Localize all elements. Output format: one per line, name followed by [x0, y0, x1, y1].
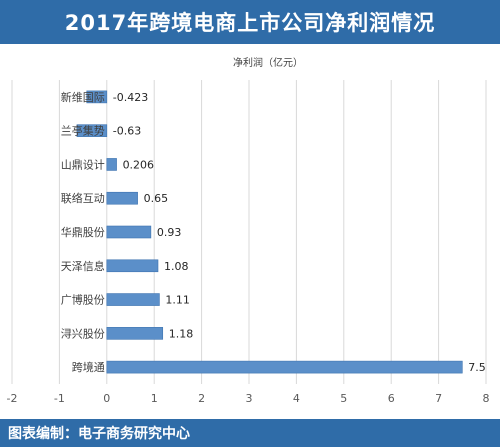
x-tick-label-8: 6: [388, 392, 395, 405]
x-tick-label-4: 2: [198, 392, 205, 405]
value-label-8: 7.5: [468, 361, 486, 374]
x-tick-label-2: 0: [103, 392, 110, 405]
category-label-7: 浔兴股份: [61, 327, 105, 340]
x-tick-label-1: -1: [54, 392, 65, 405]
value-label-0: -0.423: [113, 91, 148, 104]
category-label-8: 跨境通: [72, 360, 105, 374]
category-label-1: 兰亭集势: [61, 124, 105, 138]
bar-2: [106, 158, 117, 171]
value-label-3: 0.65: [144, 192, 169, 205]
category-label-6: 广博股份: [61, 294, 105, 307]
x-tick-label-6: 4: [293, 392, 300, 405]
page-title: 2017年跨境电商上市公司净利润情况: [64, 11, 436, 35]
source-credit: 图表编制：电子商务研究中心: [8, 426, 190, 442]
value-label-6: 1.11: [165, 294, 190, 307]
category-label-4: 华鼎股份: [61, 225, 105, 239]
value-label-4: 0.93: [157, 226, 182, 239]
x-tick-label-10: 8: [483, 392, 490, 405]
x-tick-label-9: 7: [435, 392, 442, 405]
bar-4: [106, 225, 152, 239]
category-label-3: 联络互动: [61, 191, 105, 205]
title-banner: 2017年跨境电商上市公司净利润情况: [0, 0, 500, 44]
x-tick-label-3: 1: [151, 392, 158, 405]
value-label-1: -0.63: [113, 125, 141, 138]
bar-8: [106, 360, 463, 374]
value-label-2: 0.206: [123, 158, 154, 171]
bar-1: [76, 124, 108, 137]
value-label-5: 1.08: [164, 260, 189, 273]
category-label-0: 新维国际: [61, 90, 105, 104]
x-tick-label-7: 5: [340, 392, 347, 405]
value-label-7: 1.18: [169, 327, 194, 340]
bar-6: [106, 293, 160, 306]
chart-subtitle: 净利润（亿元）: [233, 56, 303, 69]
x-tick-label-5: 3: [246, 392, 253, 405]
x-axis-ticks: -2 -1 0 1 2 3 4 5 6 7 8: [7, 392, 490, 405]
bar-5: [106, 259, 159, 273]
bar-3: [106, 191, 138, 205]
bar-0: [86, 90, 108, 104]
bars: [76, 90, 463, 374]
value-labels: -0.423 -0.63 0.206 0.65 0.93 1.08 1.11 1.18 7.5: [113, 91, 486, 374]
x-tick-label-0: -2: [7, 392, 18, 405]
footer-banner: 图表编制：电子商务研究中心: [0, 419, 500, 447]
category-label-2: 山鼎设计: [61, 158, 105, 171]
bar-7: [106, 327, 164, 340]
category-label-5: 天泽信息: [61, 259, 105, 273]
bar-chart: 净利润（亿元） 新维国际兰亭集势山鼎设计联络互动华鼎股份天泽信息广博股份浔兴股份…: [7, 56, 490, 405]
